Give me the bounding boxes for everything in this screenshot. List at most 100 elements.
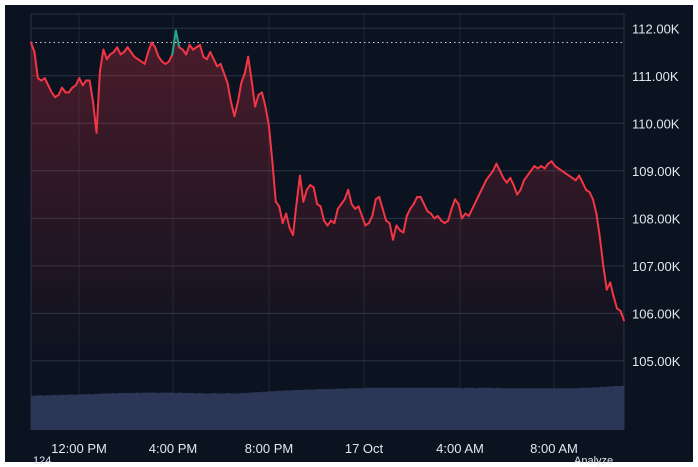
volume-bar (296, 389, 300, 430)
price-line-segment (467, 207, 474, 217)
price-line-segment (264, 105, 270, 127)
volume-bar (474, 388, 478, 430)
price-line-segment (247, 55, 253, 82)
volume-bar (320, 389, 325, 430)
volume-bar (596, 387, 600, 430)
price-line-segment (226, 81, 232, 103)
volume-bar (76, 394, 81, 430)
price-line-segment (588, 191, 594, 201)
volume-bar (428, 387, 433, 430)
volume-bar (407, 387, 412, 430)
volume-bar (324, 389, 328, 430)
volume-bar (114, 393, 119, 430)
volume-bar (508, 388, 513, 430)
price-line-segment (598, 236, 605, 267)
volume-bar (212, 393, 217, 430)
price-line-segment (360, 214, 367, 227)
volume-bar (554, 388, 559, 430)
price-line-segment (233, 100, 239, 118)
volume-bar (620, 386, 625, 430)
volume-bar (578, 387, 583, 430)
y-tick-label: 110.00K (632, 116, 680, 131)
price-line-segment (267, 124, 274, 163)
volume-bar (442, 387, 447, 430)
price-line-segment (312, 186, 319, 206)
price-line-segment (219, 62, 226, 75)
volume-bar (167, 392, 171, 430)
volume-bar (449, 387, 454, 430)
volume-bar (65, 394, 70, 430)
volume-bar (550, 388, 555, 430)
volume-bar (303, 389, 307, 430)
volume-bar (582, 387, 586, 430)
volume-bar (536, 388, 541, 430)
volume-bar (564, 388, 569, 430)
volume-bar (376, 387, 381, 430)
volume-bar (557, 388, 562, 430)
y-tick-label: 106.00K (632, 306, 681, 321)
volume-bar (268, 391, 272, 430)
volume-bar (456, 387, 461, 430)
volume-bar (467, 387, 471, 430)
volume-bar (571, 388, 576, 430)
volume-bar (93, 393, 98, 430)
price-line-segment (229, 100, 236, 118)
price-line-segment (143, 51, 150, 65)
price-line-segment (57, 86, 64, 96)
price-line-segment (236, 81, 243, 103)
volume-bar (240, 393, 245, 430)
volume-bar (317, 389, 321, 430)
price-line-segment (254, 93, 260, 108)
price-line-segment (260, 91, 267, 108)
analyze-link[interactable]: Analyze (574, 455, 614, 467)
volume-bar (446, 387, 450, 430)
price-area-fill (31, 30, 624, 368)
volume-bar (540, 388, 545, 430)
price-line-segment (102, 48, 108, 61)
volume-bar (184, 393, 189, 430)
volume-bar (585, 387, 590, 430)
volume-bar (432, 387, 436, 430)
volume-bar (278, 390, 283, 430)
price-line-segment (95, 70, 101, 134)
volume-bar (34, 395, 39, 430)
price-line-segment (116, 46, 122, 56)
volume-bar (48, 395, 53, 430)
volume-bar (55, 395, 60, 430)
volume-bar (372, 387, 377, 430)
y-tick-label: 111.00K (632, 69, 679, 84)
volume-bar (547, 388, 552, 430)
footer-left-label: 124 (33, 455, 52, 467)
volume-bar (533, 388, 538, 430)
volume-bar (313, 389, 318, 430)
volume-bar (414, 387, 419, 430)
volume-bar (132, 393, 136, 430)
volume-bar (453, 387, 457, 430)
volume-bar (174, 393, 178, 430)
price-line-segment (378, 195, 384, 210)
price-line-segment (609, 281, 615, 298)
price-line-segment (209, 51, 215, 61)
price-line-segment (357, 205, 363, 217)
price-line-segment (98, 48, 105, 73)
volume-bar (334, 388, 339, 430)
volume-bar (41, 395, 46, 430)
volume-bar (222, 393, 227, 430)
volume-bar (330, 389, 335, 430)
volume-bar (603, 386, 607, 430)
volume-bar (362, 388, 367, 430)
volume-bar (589, 387, 593, 430)
volume-bar (215, 393, 220, 430)
volume-bar (543, 388, 548, 430)
price-line-segment (167, 53, 174, 63)
volume-bar (460, 388, 464, 430)
volume-bar (107, 393, 112, 430)
volume-bar (494, 387, 499, 430)
price-line-segment (581, 181, 588, 191)
price-line-segment (43, 77, 50, 87)
volume-bar (351, 388, 356, 430)
volume-bar (470, 387, 475, 430)
price-line-segment (423, 203, 429, 213)
volume-bar (236, 393, 241, 430)
volume-bar (568, 388, 572, 430)
